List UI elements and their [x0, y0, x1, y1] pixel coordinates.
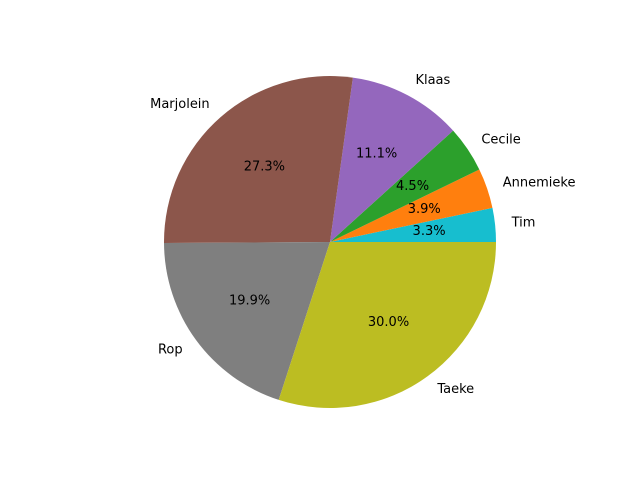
slice-label-marjolein: Marjolein — [150, 97, 210, 112]
pie-slice-marjolein — [164, 75, 353, 244]
slice-label-rop: Rop — [158, 342, 183, 357]
slice-label-klaas: Klaas — [415, 73, 450, 88]
labels-layer: Tim 3.3% Annemieke 3.9% Cecile 4.5% Klaas 11.1%… — [150, 73, 575, 397]
pie-slice-cecile — [330, 130, 480, 242]
slice-label-cecile: Cecile — [481, 132, 520, 147]
pct-label-tim: 3.3% — [413, 224, 446, 239]
pct-label-klaas: 11.1% — [356, 146, 397, 161]
slice-label-annemieke: Annemieke — [503, 175, 576, 190]
slices-layer — [164, 75, 496, 408]
slice-label-tim: Tim — [511, 216, 536, 231]
pie-slice-annemieke — [330, 169, 493, 242]
pie-slice-rop — [164, 242, 330, 400]
pie-slice-tim — [330, 207, 496, 242]
pct-label-cecile: 4.5% — [396, 179, 429, 194]
slice-label-taeke: Taeke — [436, 382, 474, 397]
pct-label-rop: 19.9% — [229, 293, 270, 308]
pct-label-annemieke: 3.9% — [408, 202, 441, 217]
pie-slice-klaas — [330, 77, 454, 242]
pie-slice-taeke — [278, 242, 496, 408]
pct-label-marjolein: 27.3% — [244, 160, 285, 175]
pct-label-taeke: 30.0% — [368, 315, 409, 330]
